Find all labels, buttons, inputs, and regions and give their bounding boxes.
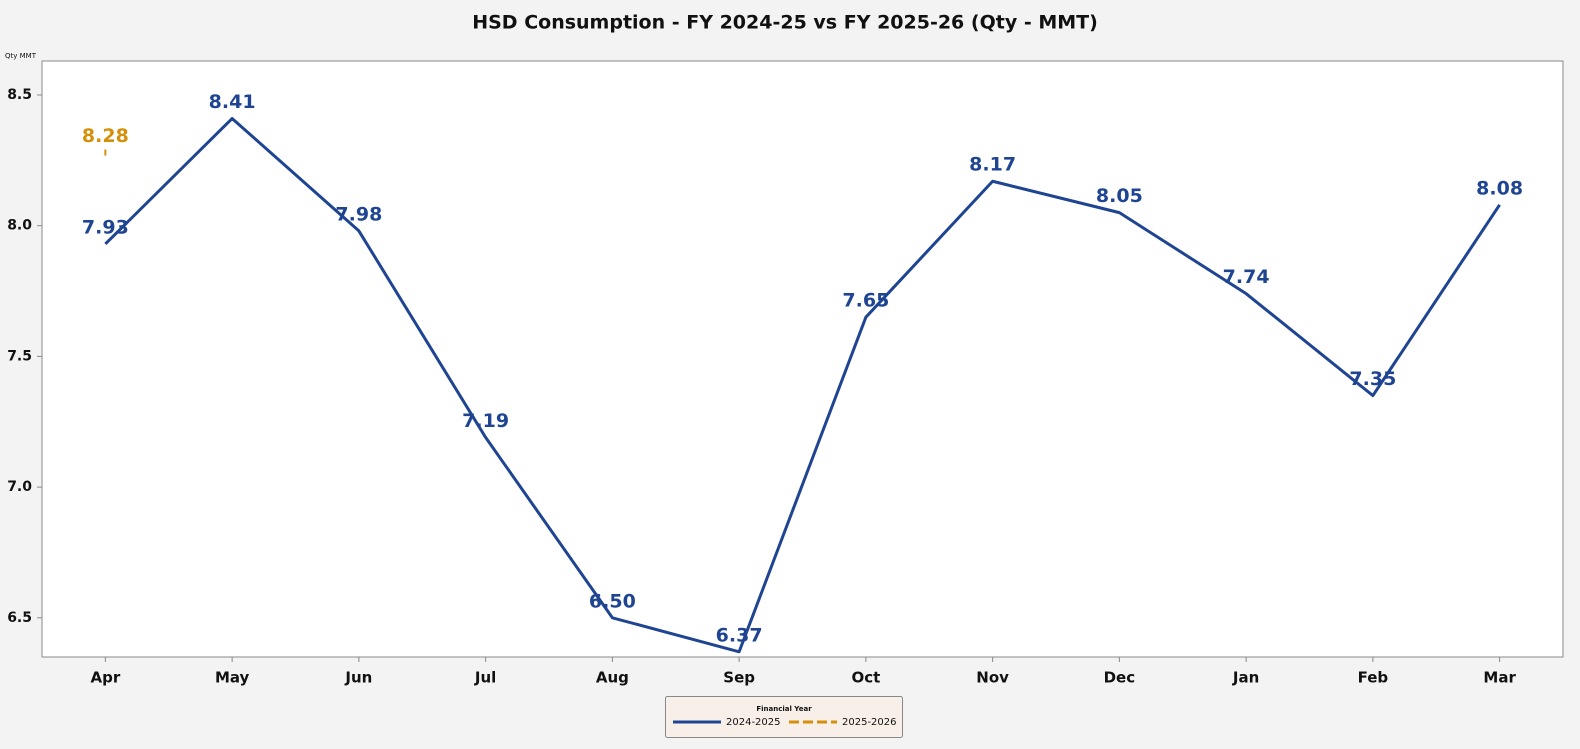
data-label: 7.65 — [842, 290, 889, 312]
legend-label: 2025-2026 — [842, 717, 897, 728]
x-tick-label: Feb — [1358, 669, 1389, 687]
y-axis-label: Qty MMT — [5, 52, 37, 60]
legend-title: Financial Year — [756, 705, 812, 713]
x-tick-label: Mar — [1483, 669, 1516, 687]
data-label: 6.50 — [589, 590, 636, 612]
y-tick-label: 7.5 — [7, 348, 32, 364]
x-tick-label: Oct — [851, 669, 880, 687]
data-label: 6.37 — [716, 624, 763, 646]
x-tick-label: Dec — [1104, 669, 1136, 687]
x-tick-label: Jan — [1232, 669, 1259, 687]
data-label: 8.28 — [82, 125, 129, 147]
data-label: 7.19 — [462, 410, 509, 432]
legend-label: 2024-2025 — [726, 717, 781, 728]
data-label: 8.17 — [969, 154, 1016, 176]
x-tick-label: Aug — [596, 669, 629, 687]
data-label: 7.35 — [1349, 368, 1396, 390]
chart-title: HSD Consumption - FY 2024-25 vs FY 2025-… — [472, 12, 1098, 34]
y-tick-label: 8.0 — [7, 218, 32, 234]
y-tick-label: 6.5 — [7, 610, 32, 626]
x-tick-label: Sep — [723, 669, 755, 687]
data-label: 7.93 — [82, 216, 129, 238]
x-tick-label: Apr — [91, 669, 121, 687]
legend-box — [665, 696, 903, 738]
x-tick-label: Jul — [474, 669, 496, 687]
data-label: 8.41 — [209, 91, 256, 113]
plot-area — [41, 60, 1564, 658]
y-tick-label: 8.5 — [7, 87, 32, 103]
data-label: 8.08 — [1476, 177, 1523, 199]
line-series — [104, 117, 1501, 654]
x-tick-label: Nov — [976, 669, 1009, 687]
x-tick-label: Jun — [344, 669, 372, 687]
x-tick-label: May — [215, 669, 250, 687]
y-tick-label: 7.0 — [7, 479, 32, 495]
data-label: 7.74 — [1223, 266, 1270, 288]
data-label: 7.98 — [335, 203, 382, 225]
data-label: 8.05 — [1096, 185, 1143, 207]
